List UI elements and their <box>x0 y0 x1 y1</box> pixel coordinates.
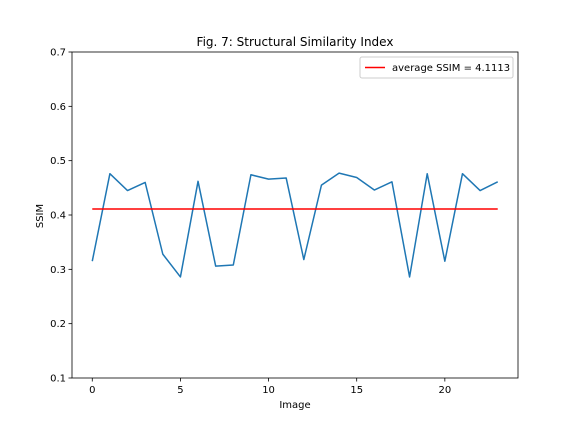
x-tick-label: 20 <box>438 385 451 396</box>
x-axis-label: Image <box>279 400 310 411</box>
y-tick-label: 0.5 <box>50 156 66 167</box>
axes-frame <box>71 51 519 379</box>
y-tick-label: 0.3 <box>50 265 66 276</box>
x-tick-label: 0 <box>89 385 95 396</box>
legend: average SSIM = 4.1113 <box>359 56 514 79</box>
y-tick-label: 0.2 <box>50 319 66 330</box>
x-tick-label: 5 <box>177 385 183 396</box>
plot-area: 0 5 10 15 20 0.1 0.2 0.3 0.4 0.5 0.6 0.7 <box>50 48 519 396</box>
y-tick-label: 0.7 <box>50 48 66 59</box>
x-tick-label: 15 <box>350 385 363 396</box>
y-axis-label: SSIM <box>35 204 46 228</box>
y-tick-label: 0.6 <box>50 102 66 113</box>
y-tick-label: 0.1 <box>50 374 66 385</box>
x-tick-label: 10 <box>262 385 275 396</box>
ssim-series-line <box>91 172 499 278</box>
legend-entry-label: average SSIM = 4.1113 <box>392 63 510 74</box>
legend-box <box>359 56 514 79</box>
y-tick-label: 0.4 <box>50 211 66 222</box>
chart-title: Fig. 7: Structural Similarity Index <box>197 35 394 49</box>
